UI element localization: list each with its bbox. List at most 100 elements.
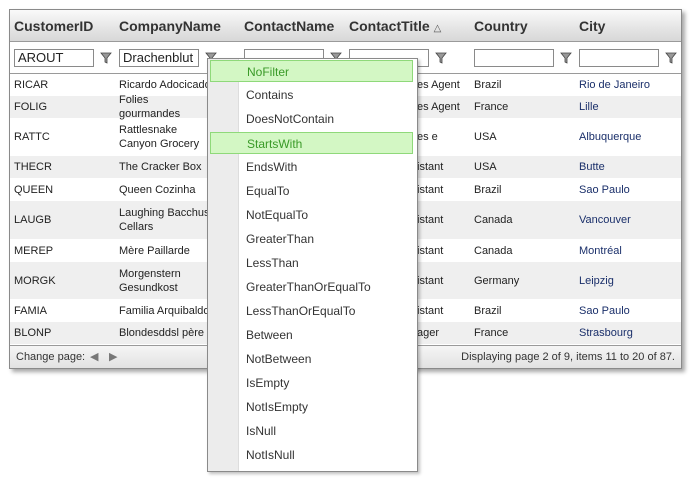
column-header-label: CompanyName bbox=[119, 18, 221, 34]
filter-icon[interactable] bbox=[435, 51, 447, 64]
cell-city: Lille bbox=[579, 101, 599, 113]
filter-input-city[interactable] bbox=[579, 49, 659, 67]
column-header-city[interactable]: City bbox=[579, 18, 605, 34]
filter-option-equalto[interactable]: EqualTo bbox=[246, 184, 290, 198]
column-header-country[interactable]: Country bbox=[474, 18, 528, 34]
cell-title: es e bbox=[417, 131, 438, 143]
filter-input-customerid[interactable]: AROUT bbox=[14, 49, 94, 67]
cell-city: Albuquerque bbox=[579, 131, 642, 143]
filter-option-greaterthan[interactable]: GreaterThan bbox=[246, 232, 315, 246]
menu-gutter bbox=[208, 59, 239, 471]
cell-country: France bbox=[474, 101, 509, 113]
cell-company: Morgenstern Gesundkost bbox=[119, 267, 181, 294]
filter-option-lessthanorequalto[interactable]: LessThanOrEqualTo bbox=[246, 304, 356, 318]
table-row[interactable]: RATTC Rattlesnake Canyon Grocery es e USA Al… bbox=[10, 118, 681, 156]
cell-country: Brazil bbox=[474, 304, 502, 317]
cell-id: RATTC bbox=[14, 131, 50, 143]
filter-option-between[interactable]: Between bbox=[246, 328, 293, 342]
cell-company: Blondesddsl père bbox=[119, 327, 205, 339]
cell-id: THECR bbox=[14, 161, 52, 173]
cell-country: Germany bbox=[474, 274, 520, 287]
cell-country: Canada bbox=[474, 244, 513, 257]
filter-option-endswith[interactable]: EndsWith bbox=[246, 160, 298, 174]
grid-header: CustomerID CompanyName ContactName ContactT… bbox=[10, 10, 681, 42]
next-page-button[interactable]: ▶ bbox=[109, 351, 118, 363]
cell-country: Canada bbox=[474, 214, 513, 226]
cell-company: Queen Cozinha bbox=[119, 183, 196, 196]
filter-option-notisempty[interactable]: NotIsEmpty bbox=[246, 400, 309, 414]
table-row[interactable]: FAMIA Familia Arquibaldo istant Brazil Sao P… bbox=[10, 299, 681, 322]
filter-menu: NoFilter Contains DoesNotContain StartsWith… bbox=[207, 58, 418, 472]
cell-country: USA bbox=[474, 161, 497, 173]
cell-city: Sao Paulo bbox=[579, 183, 630, 196]
cell-company: Mère Paillarde bbox=[119, 244, 190, 257]
filter-option-isempty[interactable]: IsEmpty bbox=[246, 376, 290, 390]
cell-id: QUEEN bbox=[14, 183, 54, 196]
change-page-label: Change page: bbox=[16, 351, 86, 363]
cell-company: Laughing Bacchus Cellars bbox=[119, 207, 210, 233]
cell-title: istant bbox=[417, 161, 444, 173]
cell-id: BLONP bbox=[14, 327, 52, 339]
column-header-companyname[interactable]: CompanyName bbox=[119, 18, 221, 34]
cell-id: RICAR bbox=[14, 78, 49, 91]
cell-title: istant bbox=[417, 214, 444, 226]
filter-option-notisnull[interactable]: NotIsNull bbox=[246, 448, 295, 462]
cell-country: Brazil bbox=[474, 78, 502, 91]
table-row[interactable]: RICAR Ricardo Adocicado es Agent Brazil Rio … bbox=[10, 73, 681, 96]
column-header-contacttitle[interactable]: ContactTitle △ bbox=[349, 18, 441, 34]
cell-title: istant bbox=[417, 183, 444, 196]
filter-icon[interactable] bbox=[560, 51, 572, 64]
cell-id: FOLIG bbox=[14, 101, 48, 113]
cell-id: FAMIA bbox=[14, 304, 48, 317]
table-row[interactable]: MEREP Mère Paillarde istant Canada Montréal bbox=[10, 239, 681, 262]
column-header-label: ContactName bbox=[244, 18, 335, 34]
filter-option-notequalto[interactable]: NotEqualTo bbox=[246, 208, 309, 222]
column-header-label: CustomerID bbox=[14, 18, 94, 34]
column-header-label: ContactTitle bbox=[349, 18, 430, 34]
cell-city: Rio de Janeiro bbox=[579, 78, 650, 91]
cell-id: LAUGB bbox=[14, 214, 52, 226]
cell-company: The Cracker Box bbox=[119, 161, 202, 173]
column-header-contactname[interactable]: ContactName bbox=[244, 18, 334, 34]
cell-country: USA bbox=[474, 131, 497, 143]
cell-title: es Agent bbox=[417, 78, 460, 91]
filter-input-companyname[interactable]: Drachenblut bbox=[119, 49, 199, 67]
filter-option-startswith[interactable]: StartsWith bbox=[210, 132, 413, 154]
cell-city: Butte bbox=[579, 161, 605, 173]
cell-city: Sao Paulo bbox=[579, 304, 630, 317]
table-row[interactable]: QUEEN Queen Cozinha istant Brazil Sao Paulo bbox=[10, 178, 681, 201]
cell-city: Montréal bbox=[579, 244, 622, 257]
filter-icon[interactable] bbox=[665, 51, 677, 64]
cell-id: MEREP bbox=[14, 244, 54, 257]
cell-title: ager bbox=[417, 327, 440, 339]
filter-option-isnull[interactable]: IsNull bbox=[246, 424, 277, 438]
cell-company: Rattlesnake Canyon Grocery bbox=[119, 124, 200, 150]
column-header-label: Country bbox=[474, 18, 528, 34]
pager-status: Displaying page 2 of 9, items 11 to 20 o… bbox=[461, 351, 675, 363]
filter-option-nofilter[interactable]: NoFilter bbox=[210, 60, 413, 82]
filter-option-lessthan[interactable]: LessThan bbox=[246, 256, 299, 270]
cell-title: istant bbox=[417, 244, 444, 257]
filter-input-country[interactable] bbox=[474, 49, 554, 67]
cell-country: France bbox=[474, 327, 509, 339]
cell-title: istant bbox=[417, 274, 444, 287]
cell-city: Strasbourg bbox=[579, 327, 633, 339]
cell-title: istant bbox=[417, 304, 444, 317]
cell-company: Ricardo Adocicado bbox=[119, 78, 211, 91]
filter-icon[interactable] bbox=[100, 51, 112, 64]
filter-option-notbetween[interactable]: NotBetween bbox=[246, 352, 312, 366]
column-header-label: City bbox=[579, 18, 606, 34]
prev-page-button[interactable]: ◀ bbox=[90, 351, 99, 363]
cell-company: Familia Arquibaldo bbox=[119, 304, 210, 317]
sort-ascending-icon: △ bbox=[433, 23, 442, 34]
cell-title: es Agent bbox=[417, 101, 460, 113]
filter-option-doesnotcontain[interactable]: DoesNotContain bbox=[246, 112, 335, 126]
cell-id: MORGK bbox=[14, 274, 56, 287]
cell-city: Leipzig bbox=[579, 274, 614, 287]
cell-company: Folies gourmandes bbox=[119, 94, 181, 120]
filter-option-greaterthanorequalto[interactable]: GreaterThanOrEqualTo bbox=[246, 280, 371, 294]
cell-country: Brazil bbox=[474, 183, 502, 196]
column-header-customerid[interactable]: CustomerID bbox=[14, 18, 93, 34]
filter-option-contains[interactable]: Contains bbox=[246, 88, 294, 102]
cell-city: Vancouver bbox=[579, 214, 631, 226]
